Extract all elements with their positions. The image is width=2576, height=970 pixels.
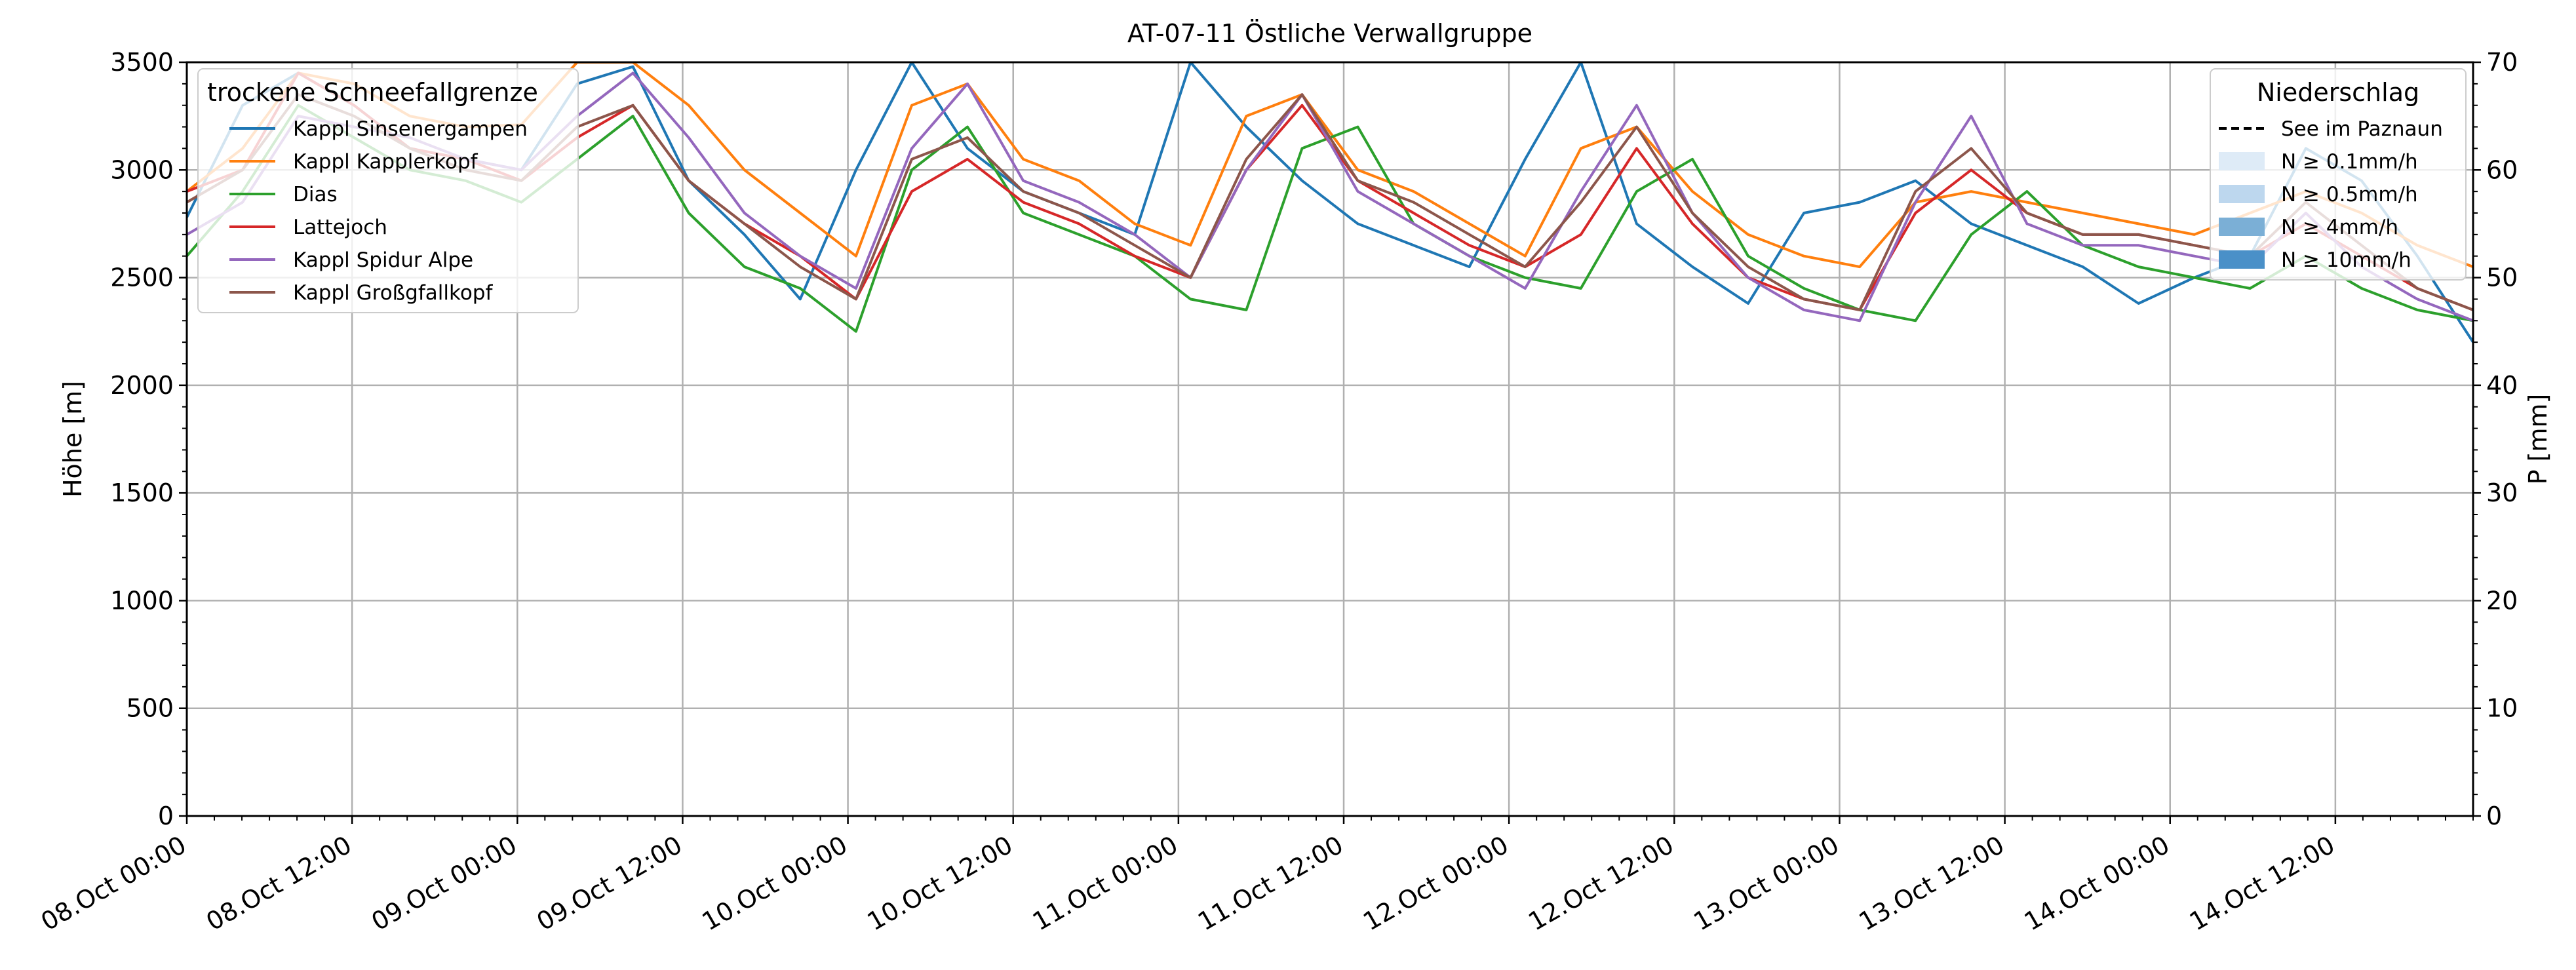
legend-swatch bbox=[2219, 152, 2265, 170]
legend-label: Lattejoch bbox=[293, 216, 387, 239]
y2-tick-label: 20 bbox=[2486, 586, 2518, 615]
chart-title: AT-07-11 Östliche Verwallgruppe bbox=[1127, 19, 1532, 48]
legend-label: N ≥ 10mm/h bbox=[2281, 248, 2411, 272]
legend-label: Kappl Kapplerkopf bbox=[293, 150, 478, 174]
legend-precip-entries: See im Paznaun N ≥ 0.1mm/h N ≥ 0.5mm/h N ≥ … bbox=[2219, 117, 2443, 272]
legend-swatch bbox=[2219, 218, 2265, 236]
legend-label: N ≥ 0.1mm/h bbox=[2281, 150, 2418, 174]
legend-label: Dias bbox=[293, 183, 338, 206]
y-tick-label: 3000 bbox=[110, 155, 174, 184]
y-tick-label: 0 bbox=[158, 802, 174, 830]
y-axis-label: Höhe [m] bbox=[58, 381, 87, 497]
legend-stations-title: trockene Schneefallgrenze bbox=[207, 78, 538, 107]
y2-axis-label: P [mm] bbox=[2524, 394, 2552, 485]
y2-tick-label: 50 bbox=[2486, 263, 2518, 292]
legend-stations: trockene Schneefallgrenze Kappl Sinsener… bbox=[197, 68, 579, 313]
legend-swatch bbox=[2219, 185, 2265, 203]
y-tick-label: 1000 bbox=[110, 586, 174, 615]
legend-stations-entries: Kappl Sinsenergampen Kappl Kapplerkopf Dia… bbox=[229, 117, 528, 305]
y-tick-label: 2500 bbox=[110, 263, 174, 292]
legend-swatch bbox=[2219, 250, 2265, 269]
y2-tick-label: 40 bbox=[2486, 371, 2518, 400]
y2-tick-label: 60 bbox=[2486, 155, 2518, 184]
y2-tick-label: 70 bbox=[2486, 48, 2518, 77]
y-tick-label: 500 bbox=[126, 694, 174, 723]
y-tick-label: 2000 bbox=[110, 371, 174, 400]
y-tick-label: 3500 bbox=[110, 48, 174, 77]
legend-precip-title: Niederschlag bbox=[2257, 78, 2419, 107]
plot-frame bbox=[185, 61, 2474, 817]
legend-precip-box bbox=[2210, 68, 2467, 281]
legend-label: Kappl Sinsenergampen bbox=[293, 117, 528, 141]
legend-label: N ≥ 0.5mm/h bbox=[2281, 183, 2418, 206]
y-tick-label: 1500 bbox=[110, 478, 174, 507]
y2-tick-label: 10 bbox=[2486, 694, 2518, 723]
legend-stations-box bbox=[197, 68, 579, 313]
legend-label: Kappl Großgfallkopf bbox=[293, 281, 493, 305]
y2-tick-label: 30 bbox=[2486, 478, 2518, 507]
legend-precip: Niederschlag See im Paznaun N ≥ 0.1mm/h N … bbox=[2210, 68, 2467, 281]
legend-label: See im Paznaun bbox=[2281, 117, 2443, 141]
legend-label: Kappl Spidur Alpe bbox=[293, 248, 473, 272]
y2-tick-label: 0 bbox=[2486, 802, 2502, 830]
legend-label: N ≥ 4mm/h bbox=[2281, 216, 2398, 239]
